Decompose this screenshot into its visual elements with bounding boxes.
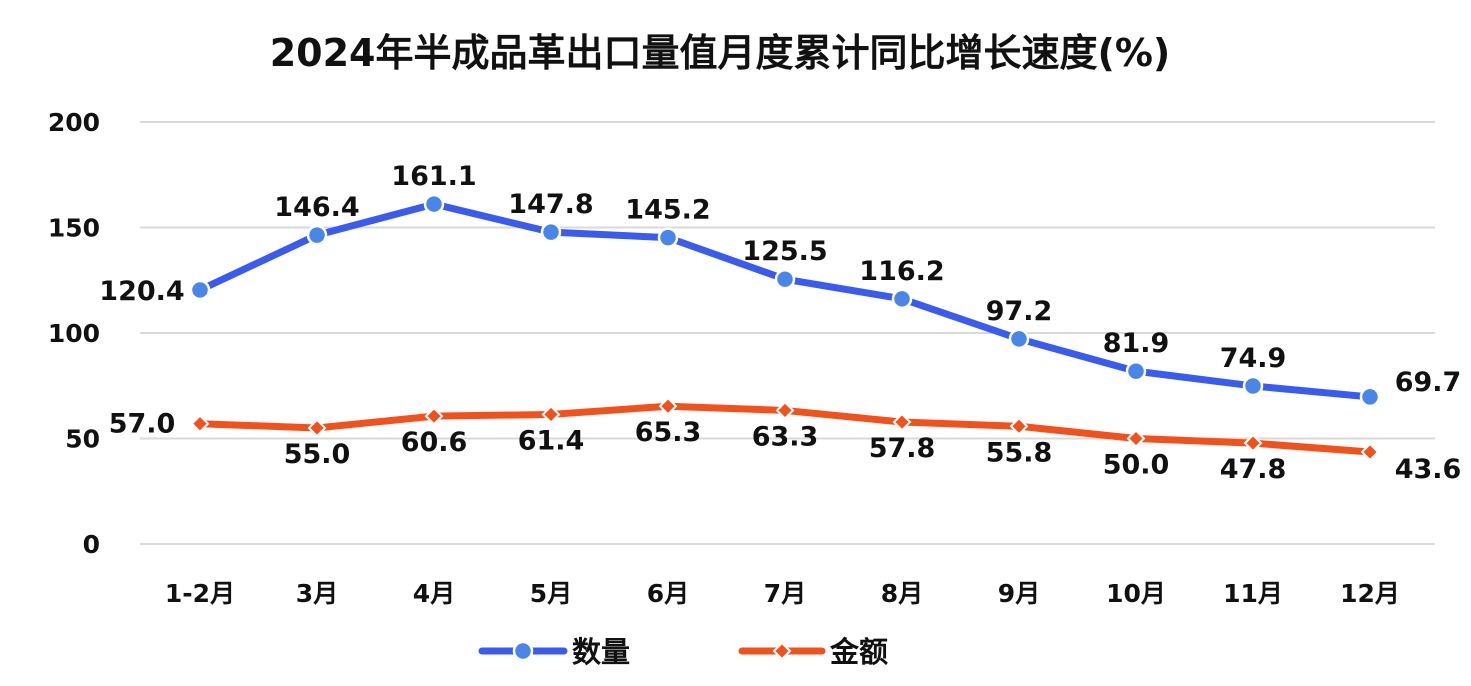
data-point: [1359, 386, 1381, 408]
data-point: [891, 288, 913, 310]
x-tick-label: 10月: [1106, 579, 1166, 608]
x-tick-label: 1-2月: [165, 579, 235, 608]
data-point: [1009, 416, 1029, 436]
data-label: 69.7: [1395, 367, 1462, 398]
legend-marker: [512, 640, 534, 662]
x-tick-label: 7月: [764, 579, 806, 608]
data-label: 125.5: [742, 236, 827, 267]
data-point: [306, 224, 328, 246]
legend-marker: [772, 641, 792, 661]
data-point: [1125, 360, 1147, 382]
x-axis-ticks: 1-2月 3月 4月 5月 6月 7月 8月 9月 10月 11月 12月: [165, 579, 1400, 608]
y-tick-label: 100: [48, 319, 100, 348]
data-label: 74.9: [1220, 343, 1287, 374]
data-point: [1126, 429, 1146, 448]
data-label: 43.6: [1395, 454, 1462, 485]
x-tick-label: 4月: [413, 579, 455, 608]
data-point: [189, 279, 211, 301]
x-tick-label: 9月: [998, 579, 1040, 608]
x-tick-label: 3月: [296, 579, 338, 608]
x-tick-label: 5月: [530, 579, 572, 608]
legend: 数量 金额: [478, 635, 888, 669]
data-point: [190, 414, 210, 434]
data-label: 145.2: [625, 195, 710, 226]
legend-label: 数量: [572, 635, 630, 669]
data-label: 65.3: [635, 417, 702, 448]
x-tick-label: 6月: [647, 579, 689, 608]
data-point: [1360, 442, 1380, 462]
y-tick-label: 200: [48, 108, 100, 137]
data-label: 161.1: [391, 161, 476, 192]
data-label: 55.0: [284, 439, 351, 470]
x-tick-label: 8月: [881, 579, 923, 608]
y-tick-label: 50: [65, 425, 100, 454]
data-label: 116.2: [859, 256, 944, 287]
y-tick-label: 0: [83, 530, 100, 559]
data-point: [541, 405, 561, 424]
data-point: [1243, 433, 1263, 453]
data-labels: 120.4 146.4 161.1 147.8 145.2 125.5 116.2 97.2 8…: [99, 161, 1461, 485]
data-point: [540, 221, 562, 243]
data-point: [775, 401, 795, 420]
data-label: 81.9: [1103, 328, 1170, 359]
y-tick-label: 150: [48, 214, 100, 243]
data-label: 61.4: [518, 425, 585, 456]
data-point: [423, 193, 445, 215]
data-point: [307, 418, 327, 438]
data-label: 60.6: [401, 427, 468, 458]
legend-label: 金额: [829, 635, 888, 669]
data-point: [892, 412, 912, 432]
data-point: [1242, 375, 1264, 397]
data-point: [658, 396, 678, 416]
data-label: 147.8: [508, 189, 593, 220]
data-label: 47.8: [1220, 454, 1287, 485]
data-label: 120.4: [99, 276, 184, 307]
series-layer: [189, 193, 1381, 462]
data-point: [657, 227, 679, 248]
data-label: 57.8: [869, 433, 936, 464]
data-label: 97.2: [986, 296, 1053, 327]
y-axis-ticks: 0 50 100 150 200: [48, 108, 100, 559]
data-label: 55.8: [986, 437, 1053, 468]
data-point: [424, 406, 444, 426]
data-label: 63.3: [752, 421, 819, 452]
x-tick-label: 11月: [1223, 579, 1283, 608]
data-label: 57.0: [109, 409, 176, 440]
series-line-quantity: [196, 200, 1374, 401]
data-label: 50.0: [1103, 450, 1170, 481]
x-tick-label: 12月: [1340, 579, 1400, 608]
data-label: 146.4: [274, 192, 359, 223]
data-point: [774, 268, 796, 290]
chart-title: 2024年半成品革出口量值月度累计同比增长速度(%): [270, 31, 1171, 75]
data-point: [1008, 328, 1030, 350]
